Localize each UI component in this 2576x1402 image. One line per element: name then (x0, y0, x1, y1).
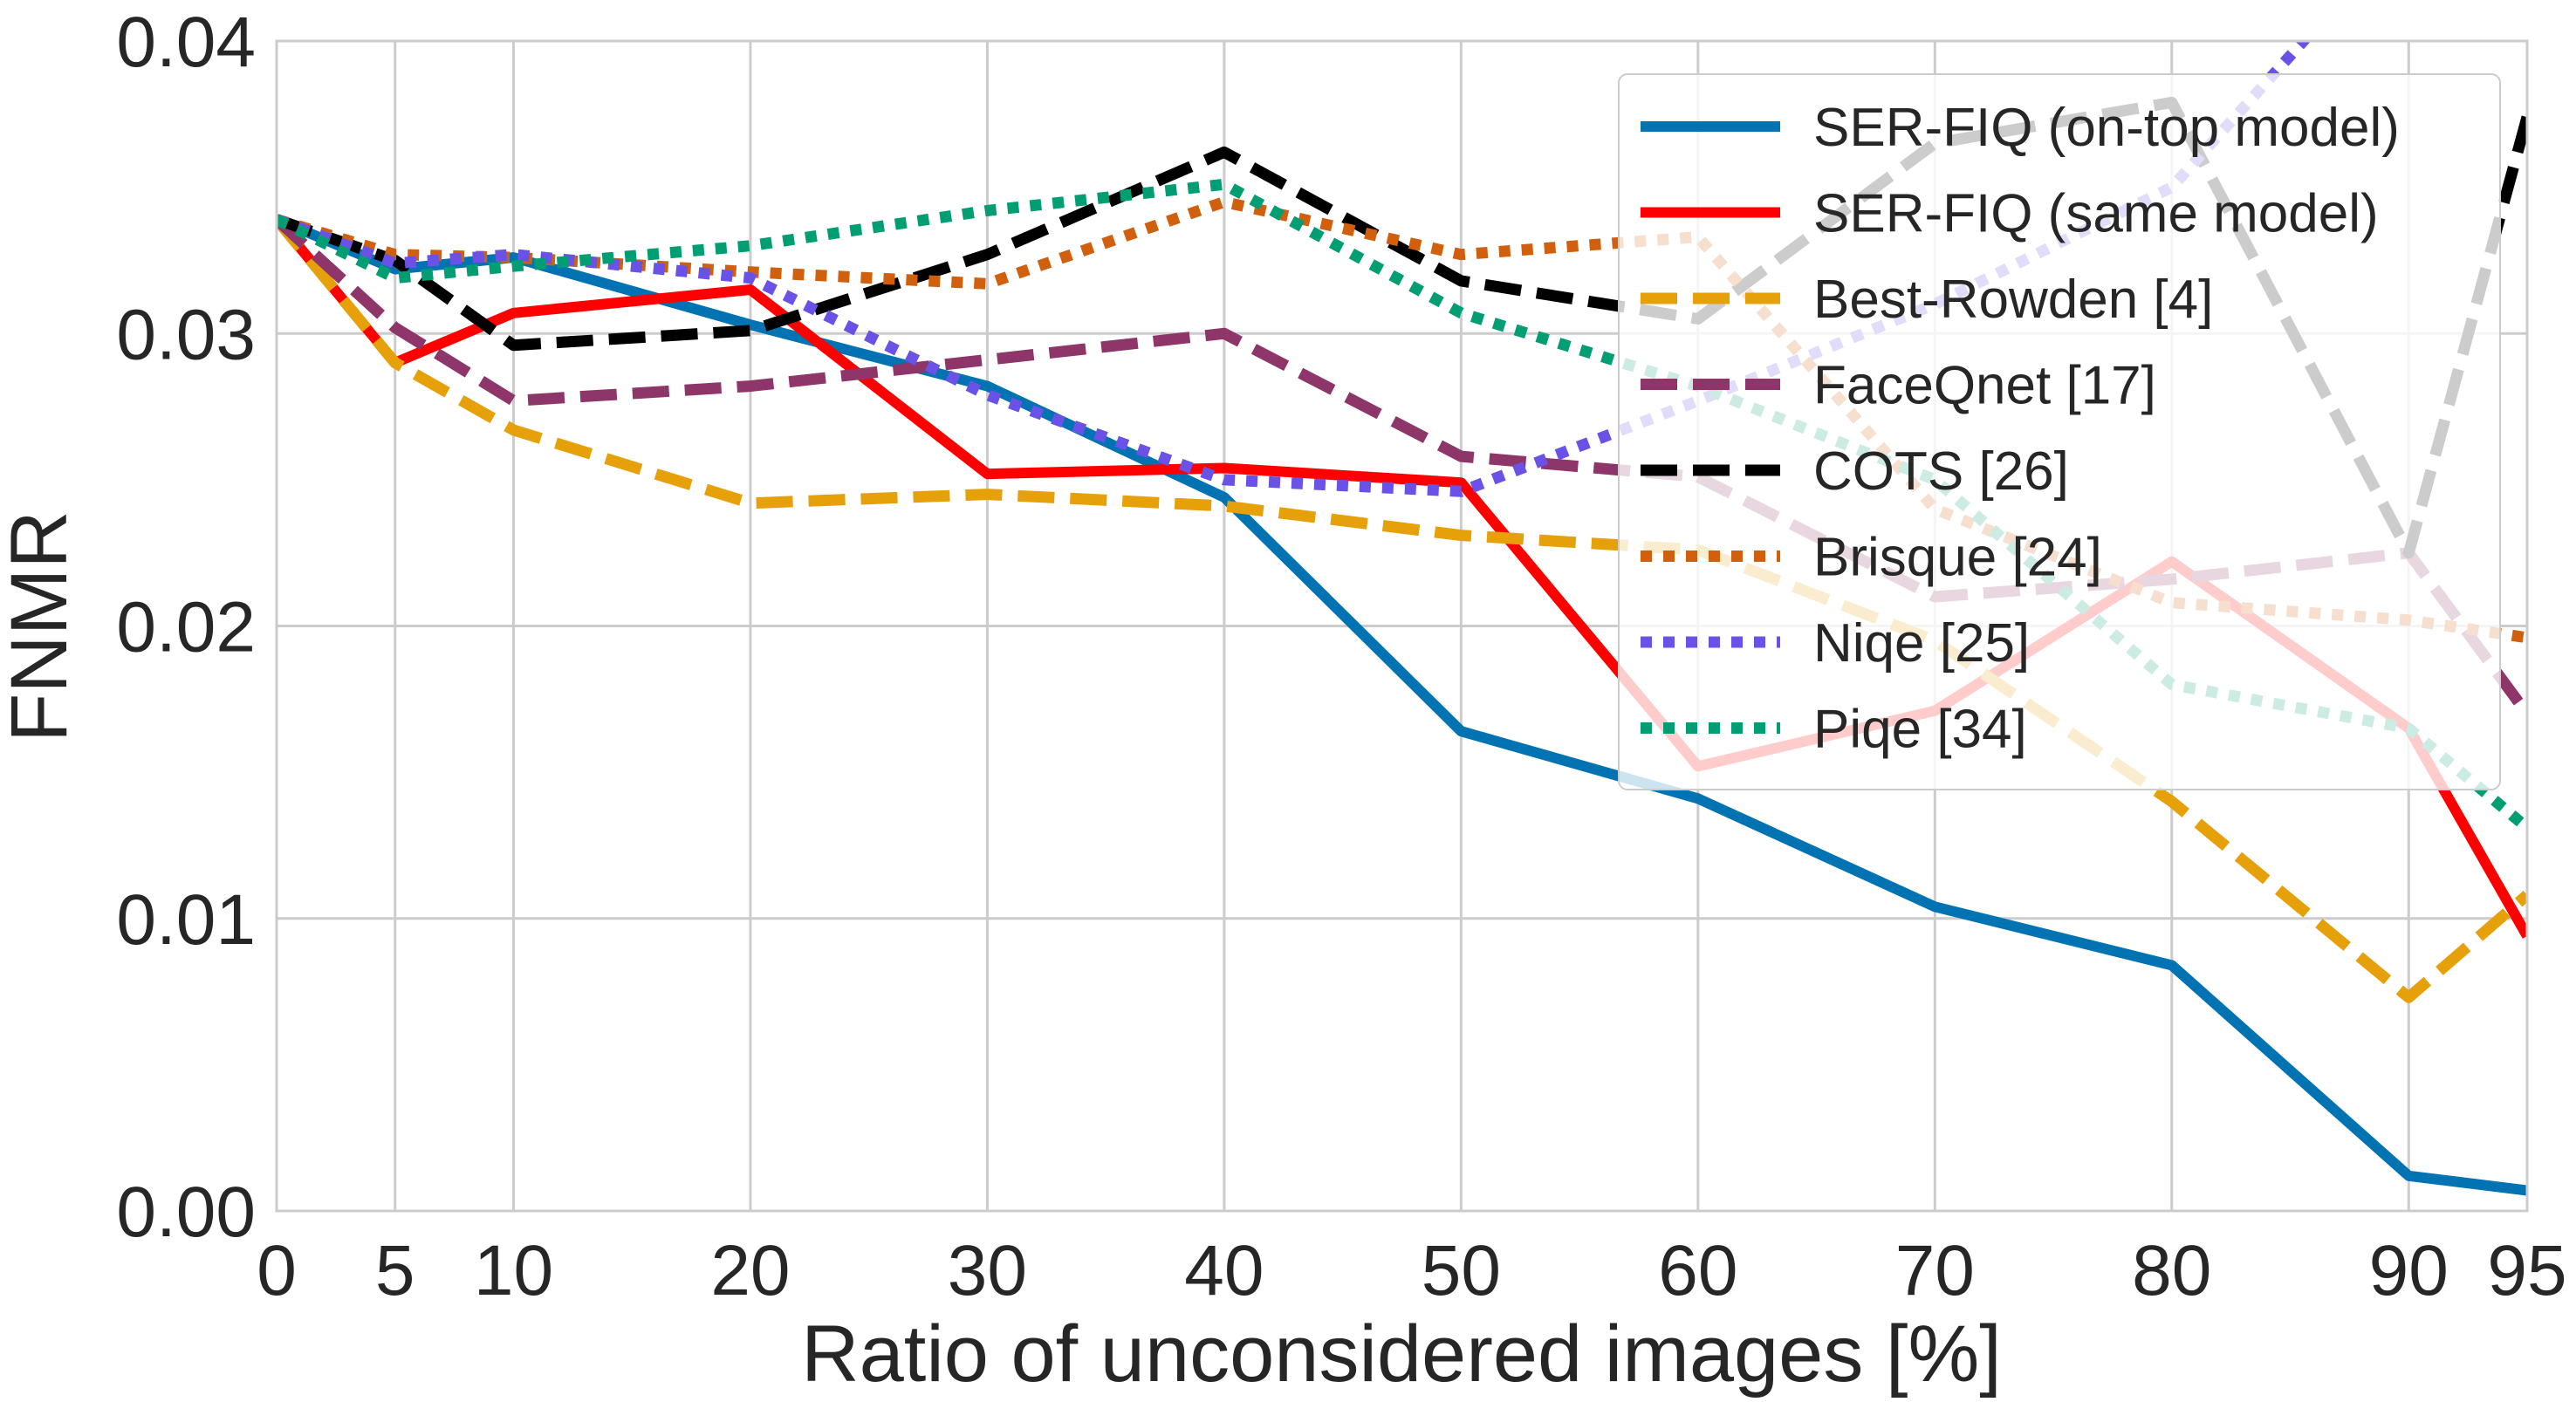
plot-frame (275, 39, 2529, 1213)
y-tick-label: 0.01 (116, 880, 256, 960)
legend-label: SER-FIQ (same model) (1813, 184, 2379, 244)
y-tick-label: 0.03 (116, 295, 256, 374)
x-tick-label: 90 (2369, 1231, 2449, 1310)
series-line-1 (277, 214, 2527, 1196)
x-axis-title: Ratio of unconsidered images [%] (801, 1310, 2002, 1399)
x-tick-labels: 0 5 10 20 30 40 50 60 70 80 90 95 (257, 1231, 2566, 1310)
legend: SER-FIQ (on-top model) SER-FIQ (same mode… (1618, 73, 2501, 790)
x-tick-label: 0 (257, 1231, 297, 1310)
legend-label: Best-Rowden [4] (1813, 270, 2213, 330)
y-tick-label: 0.04 (116, 3, 256, 82)
x-tick-label: 40 (1184, 1231, 1264, 1310)
legend-label: Brisque [24] (1813, 528, 2102, 588)
x-tick-label: 60 (1658, 1231, 1737, 1310)
y-tick-label: 0.00 (116, 1173, 256, 1252)
y-axis-title: FNMR (0, 510, 84, 742)
x-tick-label: 50 (1422, 1231, 1501, 1310)
y-tick-label: 0.02 (116, 588, 256, 667)
legend-label: Niqe [25] (1813, 613, 2030, 674)
x-tick-label: 30 (948, 1231, 1027, 1310)
legend-label: Piqe [34] (1813, 700, 2027, 760)
legend-box (1618, 73, 2501, 790)
y-tick-labels: 0.00 0.01 0.02 0.03 0.04 (116, 3, 256, 1252)
x-tick-label: 5 (375, 1231, 415, 1310)
x-tick-label: 95 (2487, 1231, 2566, 1310)
x-tick-label: 20 (710, 1231, 790, 1310)
legend-label: SER-FIQ (on-top model) (1813, 98, 2400, 158)
x-tick-label: 10 (474, 1231, 553, 1310)
x-tick-label: 80 (2132, 1231, 2211, 1310)
x-tick-label: 70 (1895, 1231, 1975, 1310)
legend-label: COTS [26] (1813, 441, 2069, 502)
series-line-3 (277, 215, 2527, 1003)
legend-label: FaceQnet [17] (1813, 356, 2156, 416)
